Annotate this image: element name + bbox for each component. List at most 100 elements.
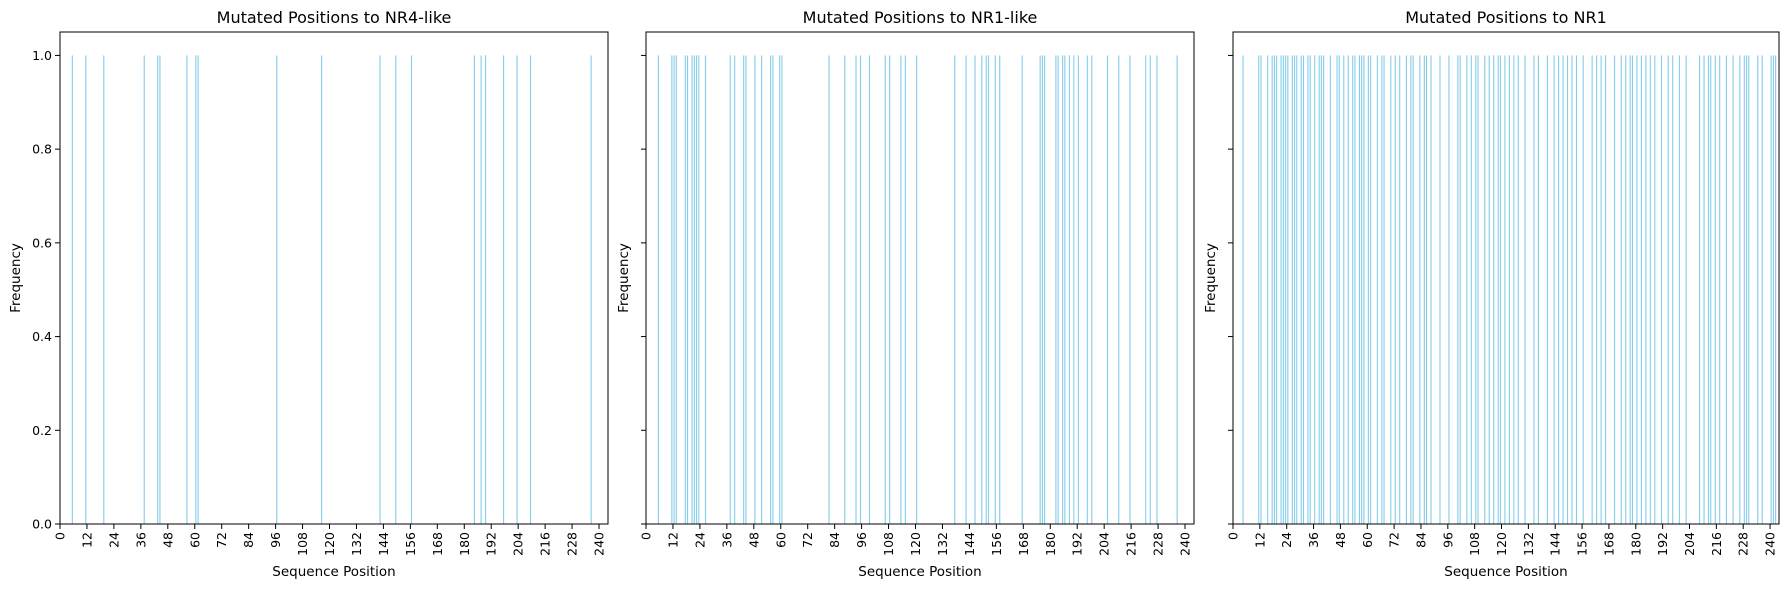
bar bbox=[1533, 55, 1535, 525]
bar bbox=[1394, 55, 1396, 525]
bar bbox=[1363, 55, 1365, 525]
bar bbox=[276, 55, 278, 525]
y-axis-label: Frequency bbox=[1203, 243, 1219, 313]
bar bbox=[1582, 55, 1584, 525]
bar bbox=[1775, 55, 1777, 525]
bar bbox=[868, 55, 871, 525]
bar bbox=[1145, 55, 1147, 525]
bar bbox=[1405, 55, 1407, 525]
bar bbox=[1448, 55, 1450, 525]
bar bbox=[1710, 55, 1712, 525]
bar bbox=[1714, 55, 1716, 525]
bar bbox=[1282, 55, 1284, 525]
bar bbox=[770, 55, 772, 525]
bar bbox=[1439, 55, 1441, 525]
bar bbox=[1685, 55, 1687, 525]
bar bbox=[1493, 55, 1495, 525]
bar bbox=[684, 55, 686, 525]
bar bbox=[197, 55, 199, 525]
bar bbox=[1475, 55, 1477, 525]
bar bbox=[1745, 55, 1748, 525]
x-tick-label: 168 bbox=[430, 532, 445, 556]
bar bbox=[1725, 55, 1727, 525]
bar bbox=[1748, 55, 1750, 525]
bar bbox=[1354, 55, 1356, 525]
y-tick-label: 0.6 bbox=[32, 235, 52, 250]
x-axis-label: Sequence Position bbox=[1444, 564, 1567, 580]
y-tick-label: 1.0 bbox=[32, 48, 52, 63]
x-tick-label: 60 bbox=[1360, 532, 1375, 548]
bar bbox=[1558, 55, 1560, 525]
bar bbox=[1307, 55, 1309, 525]
bar bbox=[1291, 55, 1293, 525]
bar bbox=[1068, 55, 1070, 525]
x-tick-label: 0 bbox=[53, 532, 68, 540]
bar bbox=[157, 55, 159, 525]
bar bbox=[1672, 55, 1674, 525]
x-tick-label: 84 bbox=[827, 532, 842, 548]
x-tick-label: 204 bbox=[1097, 532, 1112, 556]
chart-panel-2: Mutated Positions to NR1-like 0 12 24 36 48 60… bbox=[616, 8, 1195, 580]
bar bbox=[1508, 55, 1510, 525]
bar bbox=[473, 55, 475, 525]
bar bbox=[1296, 55, 1298, 525]
bar bbox=[673, 55, 675, 525]
bar bbox=[999, 55, 1001, 525]
bar bbox=[503, 55, 505, 525]
bar bbox=[855, 55, 857, 525]
bar bbox=[1280, 55, 1282, 525]
bar bbox=[529, 55, 532, 525]
bar bbox=[1426, 55, 1428, 525]
bar bbox=[1739, 55, 1741, 525]
bar bbox=[1273, 55, 1275, 525]
bar bbox=[395, 55, 397, 525]
bar bbox=[1358, 55, 1360, 525]
bar bbox=[1636, 55, 1638, 525]
chart-title: Mutated Positions to NR1-like bbox=[803, 8, 1038, 27]
x-tick-label: 240 bbox=[1178, 532, 1193, 556]
bar bbox=[590, 55, 592, 525]
x-tick-label: 12 bbox=[665, 532, 680, 548]
bar bbox=[1370, 55, 1372, 525]
x-tick-label: 156 bbox=[989, 532, 1004, 556]
x-tick-label: 132 bbox=[349, 532, 364, 556]
bar bbox=[1041, 55, 1043, 525]
bar bbox=[704, 55, 707, 525]
bar bbox=[729, 55, 731, 525]
bar bbox=[1055, 55, 1057, 525]
bar bbox=[1271, 55, 1273, 525]
x-tick-label: 120 bbox=[1494, 532, 1509, 556]
bar bbox=[1430, 55, 1432, 525]
bar bbox=[1106, 55, 1109, 525]
x-tick-label: 84 bbox=[1413, 532, 1428, 548]
x-tick-label: 48 bbox=[746, 532, 761, 548]
bar bbox=[1499, 55, 1501, 525]
bar bbox=[1057, 55, 1059, 525]
bar bbox=[1600, 55, 1602, 525]
bar bbox=[1553, 55, 1555, 525]
x-tick-label: 0 bbox=[1226, 532, 1241, 540]
bar bbox=[1477, 55, 1479, 525]
bar bbox=[1707, 55, 1710, 525]
x-tick-label: 132 bbox=[1521, 532, 1536, 556]
bar bbox=[1347, 55, 1349, 525]
bar bbox=[981, 55, 983, 525]
bar bbox=[693, 55, 695, 525]
x-tick-label: 12 bbox=[79, 532, 94, 548]
bar bbox=[143, 55, 145, 525]
bar bbox=[379, 55, 381, 525]
x-tick-label: 48 bbox=[160, 532, 175, 548]
bar bbox=[1484, 55, 1486, 525]
bar bbox=[1605, 55, 1607, 525]
x-tick-label: 36 bbox=[133, 532, 148, 548]
bar bbox=[987, 55, 990, 525]
bar bbox=[1562, 55, 1564, 525]
bar bbox=[410, 55, 413, 525]
bar bbox=[1513, 55, 1515, 525]
bar bbox=[1309, 55, 1311, 525]
bar bbox=[965, 55, 967, 525]
bar bbox=[1757, 55, 1759, 525]
bar bbox=[1410, 55, 1412, 525]
bar bbox=[1629, 55, 1631, 525]
